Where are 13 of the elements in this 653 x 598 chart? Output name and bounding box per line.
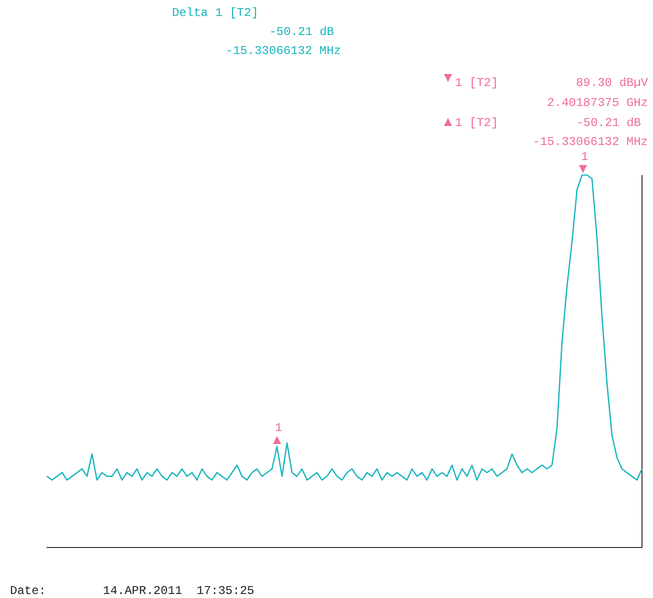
text: -50.21 dB [576,116,641,130]
text: 14.APR.2011 17:35:25 [103,584,254,598]
text: Delta 1 [T2] [172,6,258,20]
text: -50.21 dB [269,25,334,39]
text: 2.40187375 GHz [547,96,648,110]
text: -15.33066132 MHz [226,44,341,58]
annotation: 1 [275,421,282,435]
text: 1 [581,150,588,164]
text: -15.33066132 MHz [532,135,648,149]
text: Date: [10,584,46,598]
text: 89.30 dBµV [576,76,648,90]
text: 1 [T2] [455,76,498,90]
text: 1 [T2] [455,116,498,130]
